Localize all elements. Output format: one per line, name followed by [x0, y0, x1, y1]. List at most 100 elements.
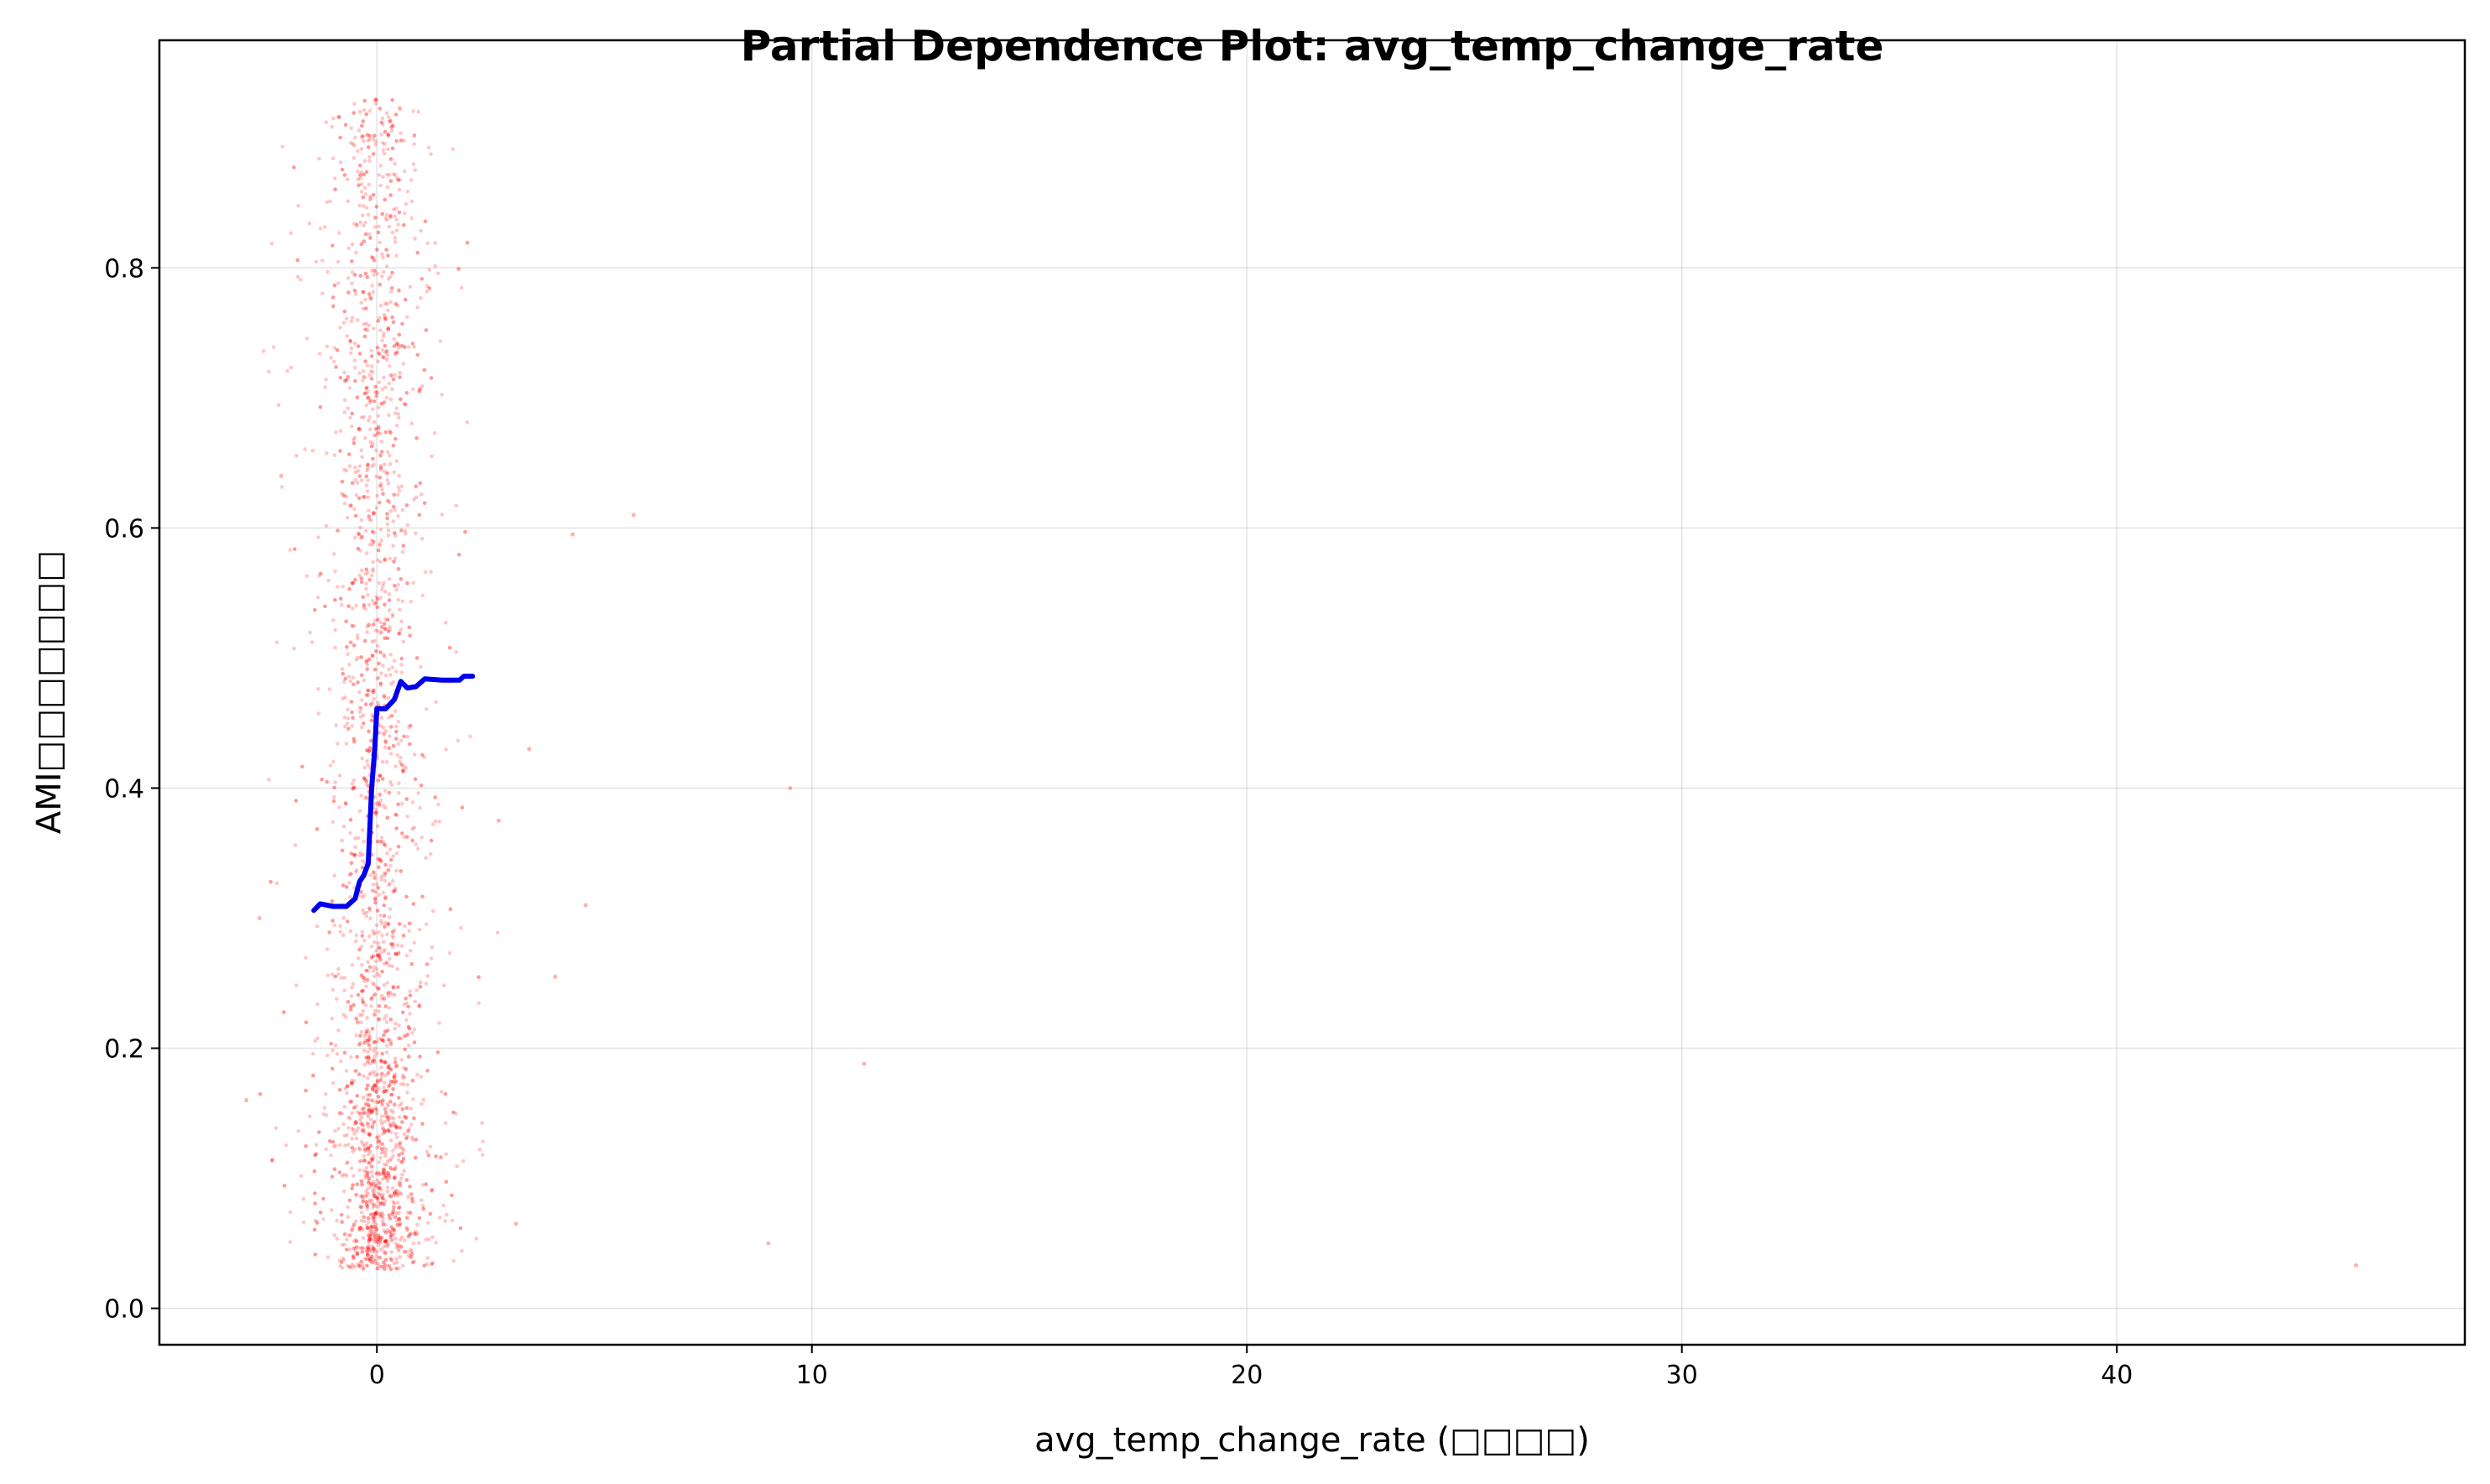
scatter-point [370, 995, 375, 999]
scatter-point [410, 1260, 415, 1265]
scatter-point [376, 1170, 381, 1174]
scatter-point [388, 857, 393, 862]
scatter-point [411, 1138, 415, 1143]
scatter-point [390, 270, 394, 275]
scatter-point [398, 1180, 402, 1185]
scatter-point [411, 902, 416, 906]
scatter-point [425, 706, 429, 711]
scatter-point [276, 403, 281, 408]
scatter-point [332, 283, 337, 288]
scatter-point [390, 665, 395, 669]
scatter-point [383, 789, 388, 794]
scatter-point [407, 1127, 412, 1131]
scatter-point [353, 836, 357, 841]
scatter-point [387, 746, 392, 750]
scatter-point [396, 178, 401, 183]
scatter-point [350, 1186, 354, 1190]
scatter-point [369, 1110, 374, 1114]
scatter-point [373, 1237, 378, 1242]
scatter-point [284, 1143, 289, 1148]
scatter-point [366, 1191, 370, 1195]
scatter-point [383, 878, 388, 883]
scatter-point [360, 1107, 364, 1112]
scatter-point [378, 1238, 383, 1242]
scatter-point [383, 1239, 388, 1244]
scatter-point [375, 953, 380, 957]
scatter-point [370, 888, 374, 893]
scatter-point [338, 596, 343, 601]
scatter-point [414, 656, 419, 660]
scatter-point [330, 899, 335, 903]
scatter-point [398, 1190, 403, 1195]
scatter-point [380, 1200, 384, 1205]
scatter-point [382, 1170, 386, 1175]
scatter-point [357, 690, 362, 695]
scatter-point [395, 1200, 400, 1205]
scatter-point [369, 444, 374, 449]
scatter-point [387, 883, 392, 888]
scatter-point [364, 693, 368, 697]
scatter-point [367, 1108, 371, 1112]
scatter-point [404, 402, 408, 407]
scatter-point [378, 1255, 382, 1260]
scatter-point [305, 574, 310, 578]
scatter-point [365, 1122, 370, 1126]
scatter-point [364, 1170, 368, 1174]
scatter-point [496, 818, 501, 823]
scatter-point [365, 1083, 370, 1088]
scatter-point [373, 102, 378, 106]
scatter-point [360, 756, 365, 761]
scatter-point [366, 1049, 370, 1054]
scatter-point [367, 133, 372, 138]
scatter-point [371, 929, 375, 933]
scatter-point [397, 781, 401, 786]
scatter-point [418, 984, 423, 989]
scatter-point [353, 1219, 358, 1224]
scatter-point [414, 531, 418, 536]
scatter-point [378, 681, 383, 686]
scatter-point [387, 716, 392, 720]
scatter-point [434, 1154, 438, 1159]
scatter-point [384, 1089, 389, 1093]
scatter-point [372, 992, 377, 997]
scatter-point [374, 1171, 379, 1176]
scatter-point [406, 1195, 410, 1200]
scatter-point [359, 1211, 364, 1215]
scatter-point [377, 427, 381, 431]
scatter-point [377, 801, 382, 805]
scatter-point [372, 1221, 376, 1225]
scatter-point [448, 907, 453, 911]
scatter-point [365, 748, 369, 752]
scatter-point [334, 723, 338, 727]
scatter-point [375, 390, 379, 395]
scatter-point [371, 456, 375, 461]
scatter-point [312, 607, 317, 612]
scatter-point [315, 924, 320, 929]
scatter-point [258, 1091, 263, 1096]
scatter-point [379, 671, 383, 675]
scatter-point [360, 568, 364, 573]
scatter-point [364, 968, 368, 973]
scatter-point [424, 922, 429, 926]
scatter-point [398, 607, 402, 612]
scatter-point [392, 1191, 397, 1196]
scatter-point [370, 1158, 374, 1163]
scatter-point [367, 1246, 371, 1251]
scatter-point [372, 1049, 376, 1054]
scatter-point [352, 1122, 357, 1126]
scatter-point [353, 578, 357, 582]
scatter-point [401, 764, 406, 768]
scatter-point [341, 1013, 346, 1017]
scatter-point [395, 1260, 399, 1265]
scatter-point [359, 576, 364, 581]
scatter-point [361, 1123, 366, 1127]
scatter-point [422, 755, 427, 759]
scatter-point [414, 484, 419, 489]
scatter-point [356, 1262, 361, 1266]
scatter-point [372, 618, 378, 623]
scatter-point [386, 1171, 391, 1175]
scatter-point [389, 1092, 393, 1097]
scatter-point [361, 852, 365, 857]
scatter-point [370, 1086, 374, 1090]
scatter-point [383, 695, 387, 700]
